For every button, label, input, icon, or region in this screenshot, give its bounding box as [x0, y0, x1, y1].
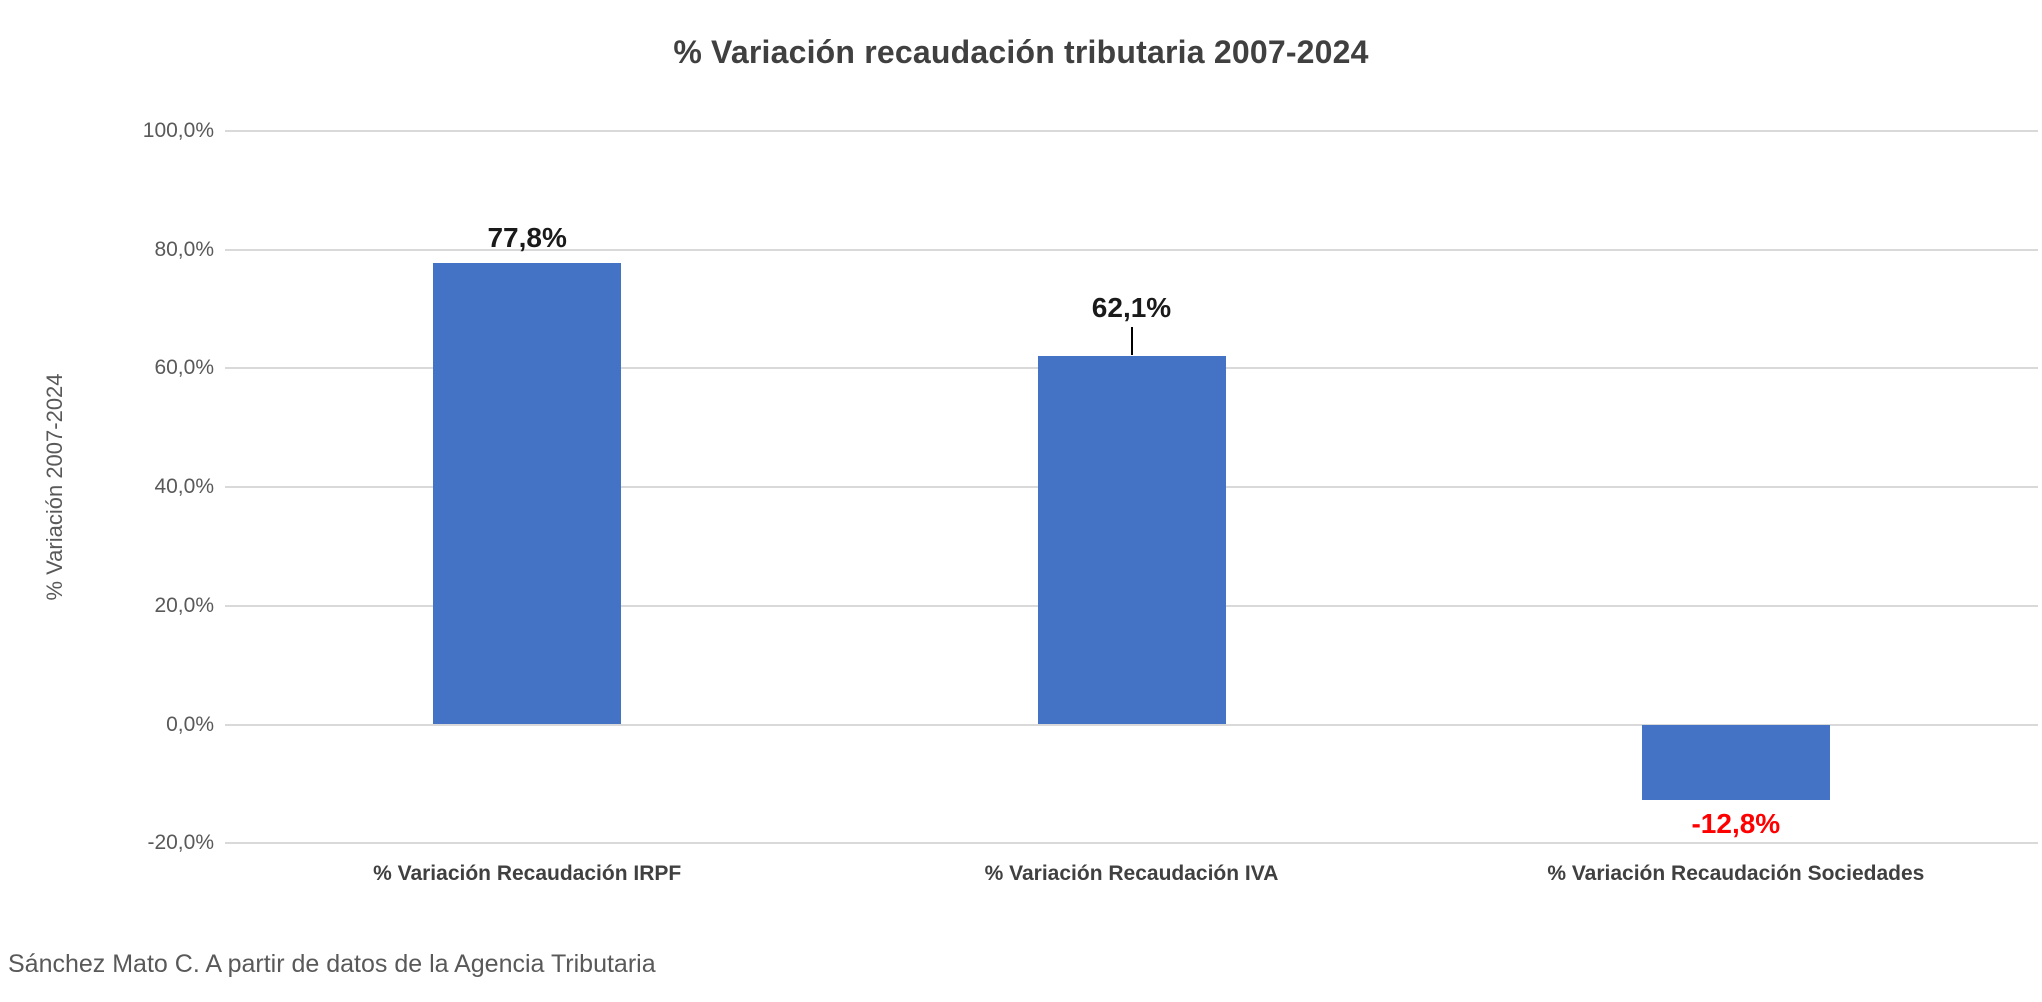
- y-tick-label: 100,0%: [142, 118, 214, 142]
- category-label: % Variación Recaudación IVA: [984, 862, 1279, 885]
- bar: [1037, 355, 1226, 725]
- gridline: [225, 129, 2038, 132]
- bar: [1641, 724, 1830, 801]
- bar: [433, 262, 622, 725]
- bar-data-label: 62,1%: [1091, 291, 1172, 323]
- chart-title: % Variación recaudación tributaria 2007-…: [673, 34, 1369, 70]
- bar-data-label: 77,8%: [487, 221, 567, 253]
- source-attribution: Sánchez Mato C. A partir de datos de la …: [8, 950, 656, 978]
- y-tick-label: 40,0%: [154, 475, 214, 499]
- gridline: [225, 723, 2038, 726]
- category-label: % Variación Recaudación Sociedades: [1547, 862, 1925, 885]
- y-tick-label: 60,0%: [154, 356, 214, 380]
- category-label: % Variación Recaudación IRPF: [373, 862, 682, 885]
- y-tick-label: 0,0%: [166, 712, 214, 736]
- gridline: [225, 842, 2038, 845]
- y-tick-label: 20,0%: [154, 593, 214, 617]
- bar-data-label: -12,8%: [1691, 808, 1781, 840]
- y-tick-label: 80,0%: [154, 237, 214, 261]
- gridline: [225, 248, 2038, 251]
- data-label-leader-line: [1130, 326, 1133, 355]
- y-tick-label: -20,0%: [147, 831, 214, 855]
